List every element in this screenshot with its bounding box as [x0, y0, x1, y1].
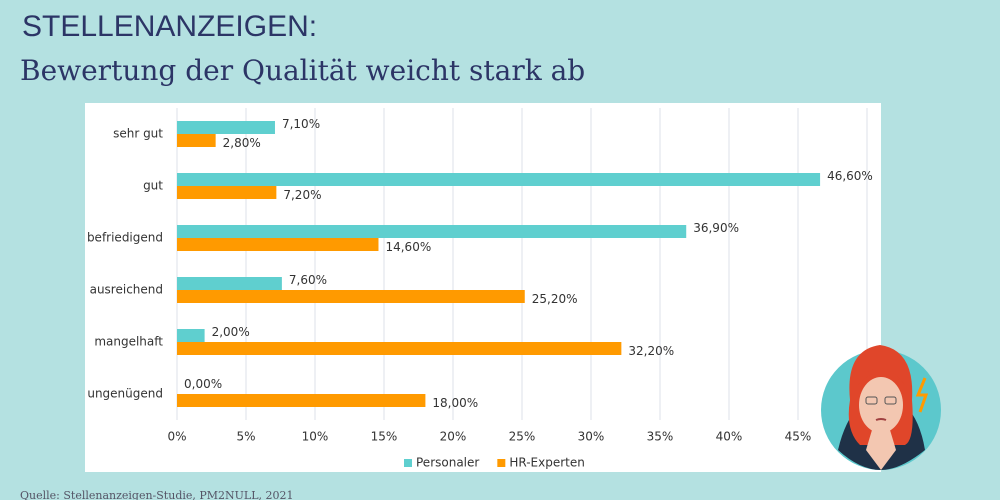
bar	[177, 290, 525, 303]
legend-label: HR-Experten	[509, 456, 585, 470]
chart-subtitle: Bewertung der Qualität weicht stark ab	[20, 54, 585, 87]
value-label: 2,00%	[212, 325, 250, 339]
y-tick-label: ungenügend	[87, 387, 163, 401]
value-label: 2,80%	[223, 136, 261, 150]
value-label: 18,00%	[432, 396, 478, 410]
bar	[177, 173, 821, 186]
value-label: 25,20%	[532, 292, 578, 306]
value-label: 7,20%	[283, 188, 321, 202]
legend-swatch	[497, 459, 506, 467]
bar	[177, 238, 379, 251]
x-tick-label: 15%	[371, 430, 398, 444]
plot: 0% 5% 10% 15% 20% 25% 30% 35% 40% 45% sehr gut 7,10…	[87, 108, 873, 470]
value-label: 46,60%	[827, 169, 873, 183]
value-label: 7,60%	[289, 273, 327, 287]
legend-label: Personaler	[416, 456, 479, 470]
bar	[177, 329, 205, 342]
y-tick-label: mangelhaft	[94, 335, 163, 349]
avatar	[821, 345, 941, 470]
x-tick-label: 10%	[302, 430, 329, 444]
x-tick-label: 5%	[236, 430, 255, 444]
x-tick-label: 25%	[509, 430, 536, 444]
y-tick-label: gut	[143, 179, 163, 193]
value-label: 0,00%	[184, 377, 222, 391]
source: Quelle: Stellenanzeigen-Studie, PM2NULL,…	[20, 489, 294, 500]
chart-title: STELLENANZEIGEN:	[22, 10, 317, 43]
bar	[177, 342, 622, 355]
value-label: 14,60%	[385, 240, 431, 254]
y-tick-label: befriedigend	[87, 231, 163, 245]
y-tick-label: ausreichend	[90, 283, 163, 297]
bar	[177, 186, 277, 199]
bar	[177, 394, 426, 407]
value-label: 32,20%	[628, 344, 674, 358]
y-tick-label: sehr gut	[113, 127, 163, 141]
bar	[177, 121, 275, 134]
x-tick-label: 35%	[647, 430, 674, 444]
value-label: 7,10%	[282, 117, 320, 131]
bar	[177, 277, 282, 290]
x-tick-label: 20%	[440, 430, 467, 444]
legend-swatch	[404, 459, 412, 467]
x-tick-label: 0%	[167, 430, 186, 444]
x-tick-label: 30%	[578, 430, 605, 444]
x-tick-label: 40%	[716, 430, 743, 444]
x-tick-label: 45%	[785, 430, 812, 444]
bar	[177, 134, 216, 147]
bar	[177, 225, 687, 238]
value-label: 36,90%	[693, 221, 739, 235]
